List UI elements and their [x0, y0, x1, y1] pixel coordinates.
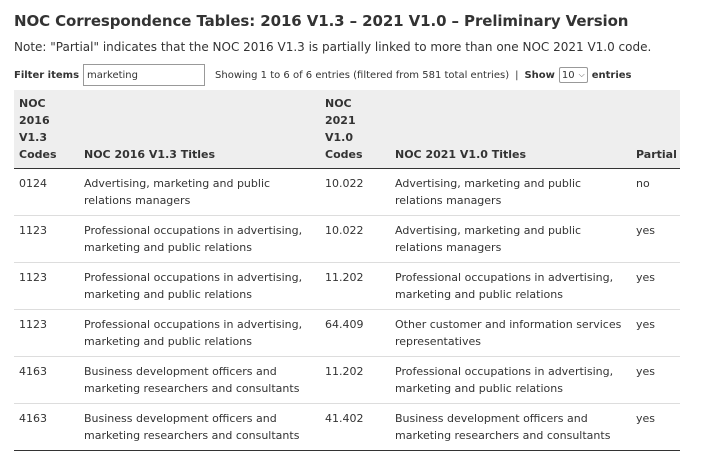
entries-label: entries — [591, 69, 632, 81]
cell-noc2016-code: 1123 — [14, 215, 79, 263]
cell-noc2016-title: Professional occupations in advertising,… — [79, 215, 320, 263]
controls-separator: | — [515, 69, 519, 81]
cell-noc2021-code: 64.409 — [320, 309, 390, 357]
header-noc2016-code[interactable]: NOC 2016 V1.3 Codes — [14, 90, 79, 169]
table-header-row: NOC 2016 V1.3 Codes NOC 2016 V1.3 Titles… — [14, 90, 680, 169]
table-row: 0124 Advertising, marketing and public r… — [14, 168, 680, 216]
table-controls: Filter items Showing 1 to 6 of 6 entries… — [14, 62, 720, 88]
header-partial[interactable]: Partial — [631, 90, 680, 169]
header-noc2016-title[interactable]: NOC 2016 V1.3 Titles — [79, 90, 320, 169]
page-length-value: 10 — [561, 69, 575, 81]
entries-info: Showing 1 to 6 of 6 entries (filtered fr… — [215, 69, 510, 81]
cell-noc2021-title: Advertising, marketing and public relati… — [390, 215, 631, 263]
header-noc2021-title[interactable]: NOC 2021 V1.0 Titles — [390, 90, 631, 169]
cell-noc2016-title: Advertising, marketing and public relati… — [79, 168, 320, 216]
cell-partial: yes — [631, 309, 680, 357]
table-row: 4163 Business development officers and m… — [14, 403, 680, 451]
table-row: 1123 Professional occupations in adverti… — [14, 262, 680, 310]
cell-noc2021-code: 10.022 — [320, 215, 390, 263]
cell-noc2021-title: Business development officers and market… — [390, 403, 631, 451]
page-title: NOC Correspondence Tables: 2016 V1.3 – 2… — [14, 12, 629, 30]
cell-noc2021-code: 11.202 — [320, 356, 390, 404]
cell-noc2016-code: 1123 — [14, 262, 79, 310]
cell-noc2016-title: Professional occupations in advertising,… — [79, 309, 320, 357]
cell-noc2016-title: Professional occupations in advertising,… — [79, 262, 320, 310]
cell-partial: no — [631, 168, 680, 216]
cell-noc2021-code: 41.402 — [320, 403, 390, 451]
show-label: Show — [524, 69, 555, 81]
cell-partial: yes — [631, 262, 680, 310]
cell-noc2016-code: 1123 — [14, 309, 79, 357]
partial-note: Note: "Partial" indicates that the NOC 2… — [14, 40, 652, 54]
table-row: 1123 Professional occupations in adverti… — [14, 215, 680, 263]
cell-partial: yes — [631, 215, 680, 263]
table-row: 1123 Professional occupations in adverti… — [14, 309, 680, 357]
header-noc2021-code[interactable]: NOC 2021 V1.0 Codes — [320, 90, 390, 169]
chevron-down-icon: ⌵ — [578, 70, 585, 79]
filter-input[interactable] — [83, 64, 206, 86]
cell-noc2021-code: 11.202 — [320, 262, 390, 310]
filter-label: Filter items — [14, 69, 80, 81]
cell-noc2021-title: Other customer and information services … — [390, 309, 631, 357]
page-length-select[interactable]: 10 ⌵ — [558, 67, 588, 83]
cell-noc2021-title: Professional occupations in advertising,… — [390, 262, 631, 310]
cell-noc2021-title: Professional occupations in advertising,… — [390, 356, 631, 404]
cell-partial: yes — [631, 403, 680, 451]
cell-noc2021-code: 10.022 — [320, 168, 390, 216]
cell-noc2016-title: Business development officers and market… — [79, 403, 320, 451]
cell-partial: yes — [631, 356, 680, 404]
cell-noc2016-code: 0124 — [14, 168, 79, 216]
cell-noc2016-code: 4163 — [14, 356, 79, 404]
cell-noc2016-code: 4163 — [14, 403, 79, 451]
table-row: 4163 Business development officers and m… — [14, 356, 680, 404]
cell-noc2016-title: Business development officers and market… — [79, 356, 320, 404]
correspondence-table: NOC 2016 V1.3 Codes NOC 2016 V1.3 Titles… — [14, 90, 680, 451]
cell-noc2021-title: Advertising, marketing and public relati… — [390, 168, 631, 216]
